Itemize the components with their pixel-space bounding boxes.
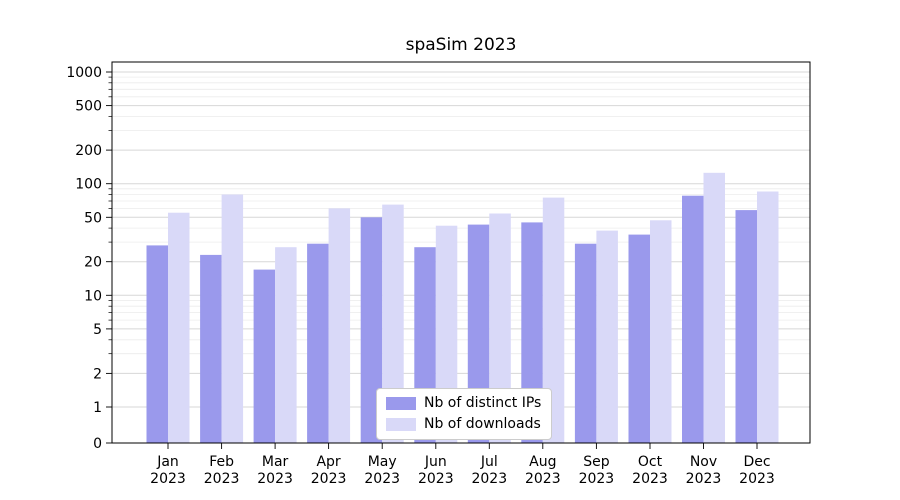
x-tick-label-year: 2023 bbox=[525, 471, 561, 487]
y-tick-label: 0 bbox=[93, 436, 102, 452]
x-tick-label-month: Sep bbox=[583, 454, 610, 470]
y-tick-label: 1 bbox=[93, 400, 102, 416]
bar-downloads-may bbox=[382, 204, 404, 443]
y-tick-label: 1000 bbox=[66, 65, 102, 81]
x-tick-label-year: 2023 bbox=[686, 471, 722, 487]
x-tick-label-year: 2023 bbox=[364, 471, 400, 487]
bar-distinct-ips-dec bbox=[735, 210, 757, 443]
legend: Nb of distinct IPs Nb of downloads bbox=[376, 388, 553, 440]
x-tick-label-month: Mar bbox=[262, 454, 289, 470]
bar-downloads-apr bbox=[328, 208, 351, 443]
x-tick-label-year: 2023 bbox=[471, 471, 507, 487]
legend-swatch-distinct-ips bbox=[386, 396, 416, 410]
x-tick-label-year: 2023 bbox=[632, 471, 668, 487]
x-tick-label-year: 2023 bbox=[257, 471, 293, 487]
bar-downloads-aug bbox=[542, 197, 565, 443]
bar-downloads-jul bbox=[489, 213, 511, 443]
bar-distinct-ips-sep bbox=[574, 243, 597, 443]
x-tick-label-month: Feb bbox=[209, 454, 234, 470]
legend-item-distinct-ips: Nb of distinct IPs bbox=[386, 395, 541, 412]
bar-distinct-ips-nov bbox=[682, 195, 704, 443]
x-tick-label-month: May bbox=[368, 454, 397, 470]
y-tick-label: 200 bbox=[75, 143, 102, 159]
bar-downloads-feb bbox=[221, 194, 244, 443]
y-tick-label: 10 bbox=[84, 288, 102, 304]
bar-distinct-ips-aug bbox=[521, 222, 543, 443]
x-tick-label-month: Dec bbox=[743, 454, 770, 470]
x-tick-label-year: 2023 bbox=[739, 471, 775, 487]
bar-distinct-ips-apr bbox=[307, 243, 329, 443]
bar-distinct-ips-mar bbox=[253, 269, 276, 443]
bar-downloads-sep bbox=[596, 230, 618, 443]
x-tick-label-year: 2023 bbox=[150, 471, 186, 487]
x-tick-label-month: Apr bbox=[316, 454, 340, 470]
legend-label-distinct-ips: Nb of distinct IPs bbox=[424, 395, 542, 411]
legend-swatch-downloads bbox=[386, 417, 416, 431]
x-tick-label-month: Aug bbox=[529, 454, 556, 470]
x-tick-label-month: Jun bbox=[424, 454, 447, 470]
x-tick-label-month: Jul bbox=[480, 454, 498, 470]
y-tick-label: 50 bbox=[84, 210, 102, 226]
bar-downloads-oct bbox=[650, 220, 672, 443]
bar-distinct-ips-oct bbox=[628, 234, 650, 443]
x-tick-label-month: Jan bbox=[156, 454, 179, 470]
bar-downloads-dec bbox=[757, 191, 779, 443]
y-tick-label: 500 bbox=[75, 99, 102, 115]
bar-distinct-ips-jan bbox=[146, 245, 168, 443]
x-tick-label-year: 2023 bbox=[204, 471, 240, 487]
x-tick-label-month: Nov bbox=[690, 454, 717, 470]
y-tick-label: 20 bbox=[84, 255, 102, 271]
plot-border bbox=[111, 61, 811, 444]
bar-distinct-ips-feb bbox=[200, 254, 222, 443]
chart-title: spaSim 2023 bbox=[406, 35, 517, 55]
legend-label-downloads: Nb of downloads bbox=[424, 415, 541, 432]
x-tick-label-year: 2023 bbox=[311, 471, 347, 487]
bar-downloads-mar bbox=[275, 247, 297, 443]
x-tick-label-month: Oct bbox=[638, 454, 663, 470]
bar-distinct-ips-may bbox=[360, 217, 383, 443]
y-tick-label: 100 bbox=[75, 177, 102, 193]
bar-downloads-nov bbox=[703, 172, 725, 444]
y-tick-label: 5 bbox=[93, 322, 102, 338]
legend-item-downloads: Nb of downloads bbox=[386, 416, 541, 433]
y-tick-label: 2 bbox=[93, 366, 102, 382]
bar-downloads-jan bbox=[168, 212, 190, 443]
x-tick-label-year: 2023 bbox=[418, 471, 454, 487]
x-tick-label-year: 2023 bbox=[579, 471, 615, 487]
